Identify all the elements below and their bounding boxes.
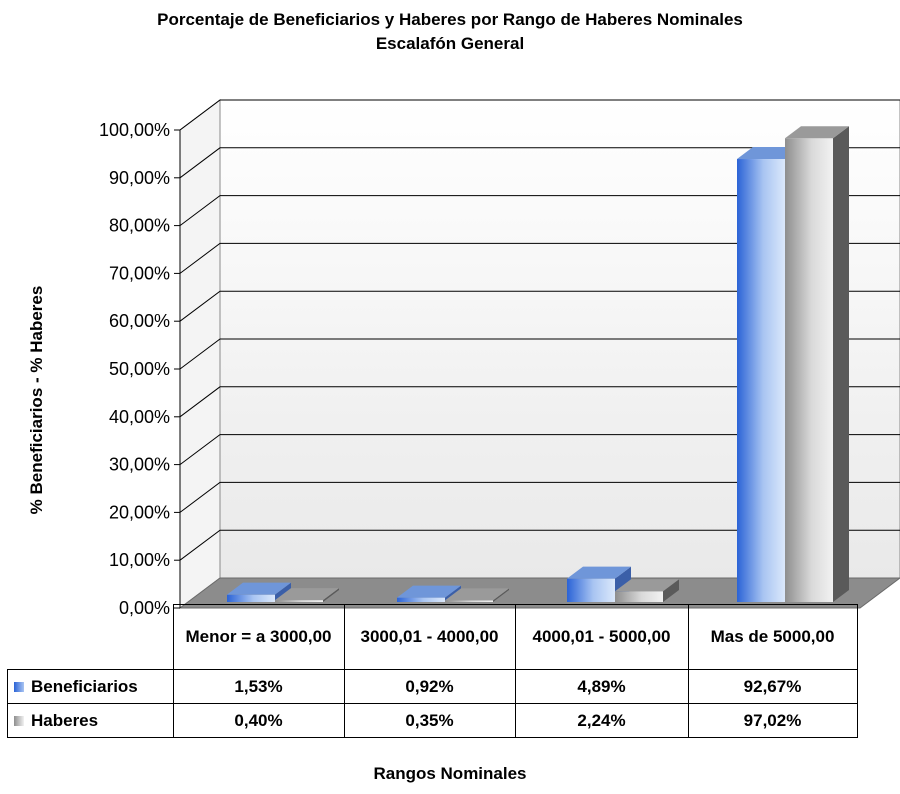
y-tick-label: 40,00% (109, 407, 170, 427)
legend-entry-haberes: Haberes (7, 703, 174, 738)
y-tick-label: 0,00% (119, 598, 170, 618)
gridline (179, 338, 900, 370)
bar-haberes (615, 579, 679, 602)
bar-side-face (833, 126, 849, 603)
data-label: 97,02% (687, 703, 858, 738)
bar-front-face (397, 597, 445, 602)
category-label: 3000,01 - 4000,00 (343, 604, 516, 670)
data-label: 0,92% (343, 669, 516, 704)
bar-front-face (737, 159, 785, 602)
data-label: 0,40% (172, 703, 345, 738)
bar-front-face (567, 578, 615, 602)
legend-swatch-haberes (14, 716, 24, 727)
gridline (179, 386, 900, 418)
y-tick-label: 80,00% (109, 216, 170, 236)
category-label-text: 4000,01 - 5000,00 (532, 627, 671, 646)
category-label: Mas de 5000,00 (687, 604, 858, 670)
bar-haberes (785, 126, 849, 603)
y-tick-label: 20,00% (109, 502, 170, 522)
gridline (179, 242, 900, 274)
y-tick-label: 100,00% (99, 120, 170, 140)
bar-side-face (493, 588, 509, 602)
x-axis-label: Rangos Nominales (373, 764, 527, 783)
bar-front-face (275, 600, 323, 602)
data-label: 4,89% (514, 669, 689, 704)
gridline (179, 434, 900, 466)
legend-label: Haberes (31, 710, 99, 730)
data-table-row-beneficiarios: Beneficiarios 1,53% 0,92% 4,89% 92,67% (7, 669, 858, 704)
category-label: 4000,01 - 5000,00 (514, 604, 689, 670)
y-tick-label: 60,00% (109, 311, 170, 331)
legend-entry-beneficiarios: Beneficiarios (7, 669, 174, 704)
bar-front-face (445, 600, 493, 602)
data-table: Menor = a 3000,00 3000,01 - 4000,00 4000… (7, 604, 858, 738)
bar-top-face (227, 582, 291, 595)
data-label: 92,67% (687, 669, 858, 704)
y-tick-label: 10,00% (109, 550, 170, 570)
bar-front-face (227, 594, 275, 602)
data-label: 1,53% (172, 669, 345, 704)
data-table-row-haberes: Haberes 0,40% 0,35% 2,24% 97,02% (7, 703, 858, 738)
category-label-text: Mas de 5000,00 (710, 627, 835, 646)
category-label: Menor = a 3000,00 (172, 604, 345, 670)
category-label-text: 3000,01 - 4000,00 (360, 627, 499, 646)
bar-haberes (445, 588, 509, 602)
y-tick-label: 50,00% (109, 359, 170, 379)
bar-haberes (275, 588, 339, 602)
bar-front-face (615, 591, 663, 602)
chart-title: Porcentaje de Beneficiarios y Haberes po… (0, 8, 900, 56)
gridline (179, 290, 900, 322)
y-tick-label: 30,00% (109, 455, 170, 475)
gridline (179, 195, 900, 227)
bar-front-face (785, 138, 833, 603)
gridline (179, 147, 900, 179)
y-tick-label: 70,00% (109, 263, 170, 283)
gridline (179, 99, 900, 131)
bar-side-face (323, 588, 339, 602)
legend-swatch-beneficiarios (14, 682, 24, 693)
gridline (179, 481, 900, 513)
legend-label: Beneficiarios (31, 676, 138, 696)
bar-top-face (567, 566, 631, 579)
data-label: 0,35% (343, 703, 516, 738)
data-table-header-row: Menor = a 3000,00 3000,01 - 4000,00 4000… (8, 604, 858, 670)
bar-top-face (785, 126, 849, 139)
bar-top-face (445, 588, 509, 601)
bar-top-face (275, 588, 339, 601)
gridline (179, 529, 900, 561)
data-label: 2,24% (514, 703, 689, 738)
category-label-text: Menor = a 3000,00 (185, 627, 332, 646)
chart-title-main: Porcentaje de Beneficiarios y Haberes po… (157, 10, 743, 29)
bar-top-face (397, 585, 461, 598)
bar-side-face (663, 579, 679, 602)
chart-subtitle: Escalafón General (375, 34, 525, 53)
y-axis-label: % Beneficiarios - % Haberes (27, 286, 46, 515)
bar-top-face (615, 579, 679, 592)
y-tick-label: 90,00% (109, 168, 170, 188)
